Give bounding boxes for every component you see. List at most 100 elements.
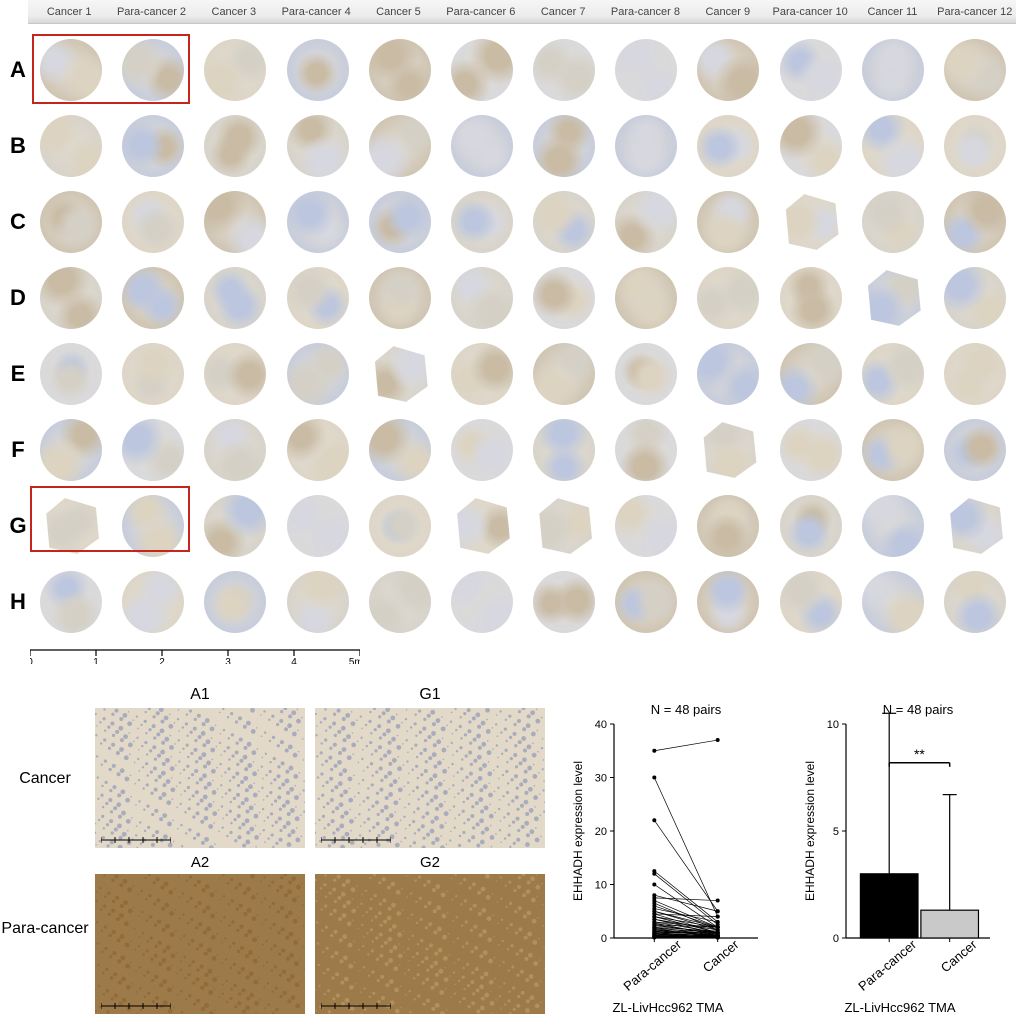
tissue-core [533,495,595,557]
tissue-core [369,191,431,253]
tissue-core [287,419,349,481]
tissue-core [697,191,759,253]
svg-text:Cancer: Cancer [938,936,980,975]
tma-column-header-strip: Cancer 1Para-cancer 2Cancer 3Para-cancer… [28,0,1016,24]
tissue-core [944,267,1006,329]
svg-text:Cancer: Cancer [700,936,742,975]
tissue-core [862,495,924,557]
tissue-core [944,495,1006,557]
tma-scale-bar: 012345mm [30,646,360,664]
tissue-core [204,495,266,557]
tissue-core [533,39,595,101]
bar-footer: ZL-LivHcc962 TMA [844,1000,955,1015]
tissue-core [204,267,266,329]
tissue-core [780,419,842,481]
tissue-core [697,571,759,633]
ihc-label-g2: G2 [420,854,440,871]
svg-text:30: 30 [595,773,607,785]
tissue-core [862,115,924,177]
tissue-core [451,571,513,633]
tissue-core [40,495,102,557]
tissue-core [287,267,349,329]
svg-text:N = 48 pairs: N = 48 pairs [883,702,954,717]
column-header: Para-cancer 2 [110,6,192,18]
bar-chart: 0510N = 48 pairsEHHADH expression levelP… [800,700,1000,980]
row-label: H [6,589,30,615]
tissue-core [697,419,759,481]
svg-text:40: 40 [595,719,607,731]
tissue-core [697,115,759,177]
tissue-core [204,343,266,405]
tissue-core [287,191,349,253]
row-label: D [6,285,30,311]
column-header: Cancer 5 [357,6,439,18]
tissue-core [369,115,431,177]
tissue-core [615,115,677,177]
row-label: G [6,513,30,539]
ihc-label-a2: A2 [191,854,209,871]
tissue-core [40,115,102,177]
tissue-core [204,191,266,253]
tissue-core [533,419,595,481]
tissue-core [40,571,102,633]
tissue-core [204,419,266,481]
tissue-core [369,267,431,329]
tissue-core [533,343,595,405]
svg-text:EHHADH expression level: EHHADH expression level [571,761,585,901]
tissue-core [40,39,102,101]
tissue-core [204,115,266,177]
svg-text:0: 0 [601,933,607,945]
tissue-core [697,343,759,405]
paired-scatter-chart: 010203040Para-cancerCancerN = 48 pairsEH… [568,700,768,980]
tissue-core [451,191,513,253]
ihc-panel-a1 [95,708,305,848]
tissue-core [862,419,924,481]
column-header: Cancer 9 [687,6,769,18]
scatter-footer: ZL-LivHcc962 TMA [612,1000,723,1015]
tissue-core [122,191,184,253]
tissue-core [122,495,184,557]
tissue-core [533,115,595,177]
tissue-core [780,495,842,557]
ihc-side-cancer: Cancer [0,770,95,788]
tissue-core [533,191,595,253]
svg-text:EHHADH expression level: EHHADH expression level [803,761,817,901]
row-label: F [6,437,30,463]
tissue-core [780,115,842,177]
column-header: Para-cancer 10 [769,6,851,18]
tissue-core [122,343,184,405]
ihc-label-a1: A1 [190,686,210,704]
tissue-core [862,343,924,405]
tissue-core [287,39,349,101]
tissue-core [369,343,431,405]
tissue-core [122,115,184,177]
column-header: Para-cancer 12 [934,6,1016,18]
svg-text:1: 1 [93,657,99,664]
tissue-core [862,571,924,633]
tissue-core [451,419,513,481]
tissue-core [944,419,1006,481]
tissue-core [944,343,1006,405]
tissue-core [780,191,842,253]
tissue-core [615,419,677,481]
ihc-panel-g1 [315,708,545,848]
tissue-core [944,191,1006,253]
svg-text:Para-cancer: Para-cancer [620,936,684,993]
tissue-core [615,191,677,253]
tissue-core [122,419,184,481]
tissue-core [615,343,677,405]
svg-text:**: ** [914,746,925,762]
tissue-core [780,267,842,329]
tissue-core [122,39,184,101]
tissue-core [204,39,266,101]
tissue-core [533,267,595,329]
tissue-core [369,495,431,557]
tissue-core [451,495,513,557]
svg-text:3: 3 [225,657,231,664]
tissue-core [451,343,513,405]
svg-text:20: 20 [595,826,607,838]
tissue-core [862,267,924,329]
row-label: C [6,209,30,235]
row-label: B [6,133,30,159]
tissue-core [697,495,759,557]
